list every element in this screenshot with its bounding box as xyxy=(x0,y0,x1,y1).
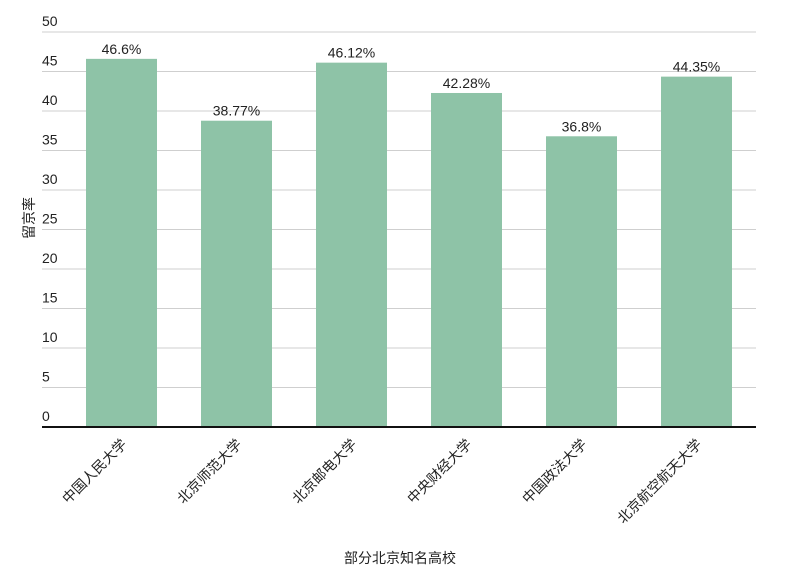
y-tick-label: 10 xyxy=(42,329,58,345)
y-tick-label: 15 xyxy=(42,290,58,306)
y-tick-label: 25 xyxy=(42,211,58,227)
data-label: 38.77% xyxy=(213,103,260,119)
x-axis-title: 部分北京知名高校 xyxy=(344,550,456,566)
y-tick-label: 30 xyxy=(42,171,58,187)
y-tick-label: 35 xyxy=(42,132,58,148)
bar xyxy=(431,92,502,427)
bar xyxy=(201,120,272,427)
y-axis-title: 留京率 xyxy=(21,197,37,239)
data-label: 42.28% xyxy=(443,75,490,91)
x-tick-label: 中国人民大学 xyxy=(59,436,130,507)
data-label: 44.35% xyxy=(673,59,720,75)
y-tick-label: 40 xyxy=(42,92,58,108)
y-tick-label: 50 xyxy=(42,13,58,29)
x-tick-label: 中国政法大学 xyxy=(519,436,590,507)
data-label: 46.6% xyxy=(102,41,142,57)
x-tick-label: 北京师范大学 xyxy=(174,436,245,507)
y-tick-label: 45 xyxy=(42,53,58,69)
data-label: 46.12% xyxy=(328,45,375,61)
x-tick-label: 北京航空航天大学 xyxy=(614,436,705,527)
y-tick-label: 20 xyxy=(42,250,58,266)
bar xyxy=(546,136,617,427)
y-tick-label: 5 xyxy=(42,369,50,385)
bar xyxy=(316,62,387,427)
bar xyxy=(86,58,157,428)
x-tick-label: 中央财经大学 xyxy=(404,436,475,507)
bar xyxy=(661,76,732,427)
data-label: 36.8% xyxy=(562,118,602,134)
y-tick-label: 0 xyxy=(42,408,50,424)
x-tick-label: 北京邮电大学 xyxy=(289,436,360,507)
